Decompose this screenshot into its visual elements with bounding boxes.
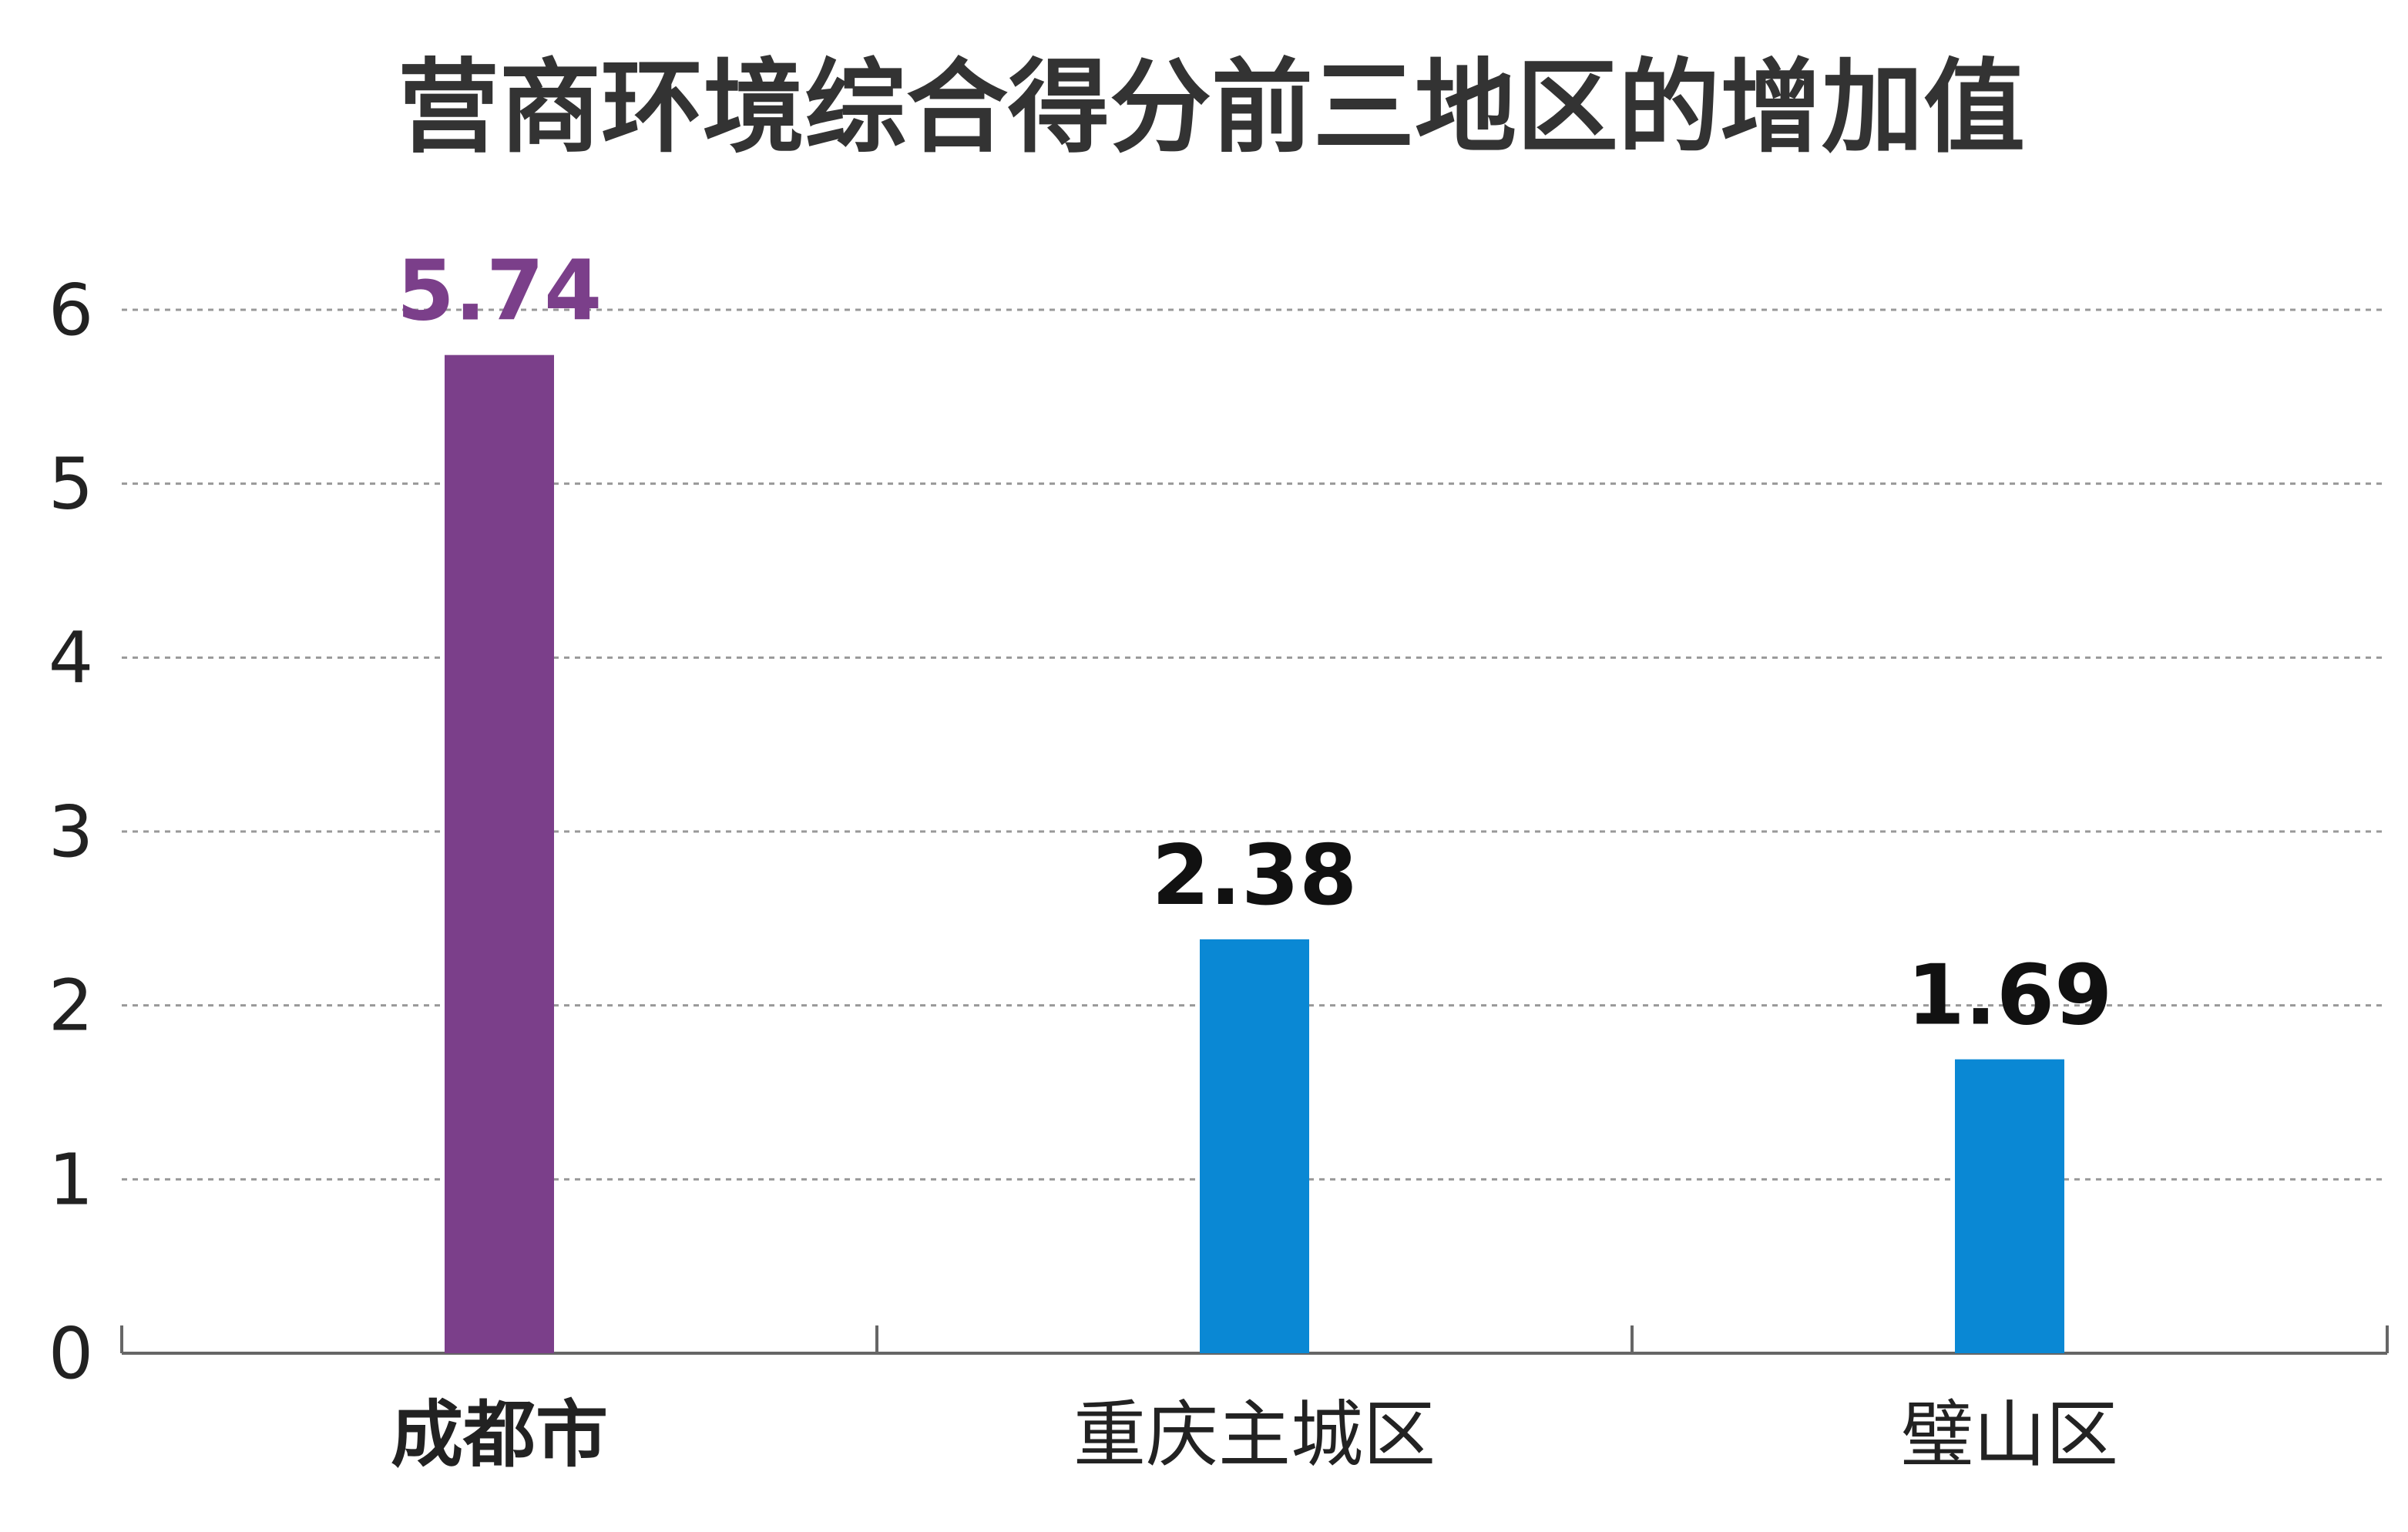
category-label-2: 重庆主城区 [1073,1393,1436,1477]
y-tick-label-0: 0 [49,1312,94,1395]
y-tick-label-6: 6 [49,269,94,351]
y-axis-ticks: 0 1 2 3 4 5 6 [49,269,94,1395]
bar-3 [1955,1059,2064,1353]
data-label-1: 5.74 [397,244,602,340]
y-tick-label-5: 5 [49,443,94,526]
y-tick-label-3: 3 [49,791,94,873]
y-tick-label-1: 1 [49,1138,94,1221]
chart-title: 营商环境综合得分前三地区的增加值 [398,49,2025,167]
bars [445,354,2064,1353]
bar-2 [1200,939,1309,1353]
y-tick-label-2: 2 [49,965,94,1047]
data-label-2: 2.38 [1152,828,1357,924]
category-label-1: 成都市 [391,1393,608,1477]
data-labels: 5.74 2.38 1.69 [397,244,2112,1044]
category-labels: 成都市 重庆主城区 璧山区 [391,1393,2118,1477]
bar-1 [445,354,554,1353]
category-label-3: 璧山区 [1901,1393,2118,1477]
y-tick-label-4: 4 [49,616,94,699]
data-label-3: 1.69 [1907,948,2112,1044]
